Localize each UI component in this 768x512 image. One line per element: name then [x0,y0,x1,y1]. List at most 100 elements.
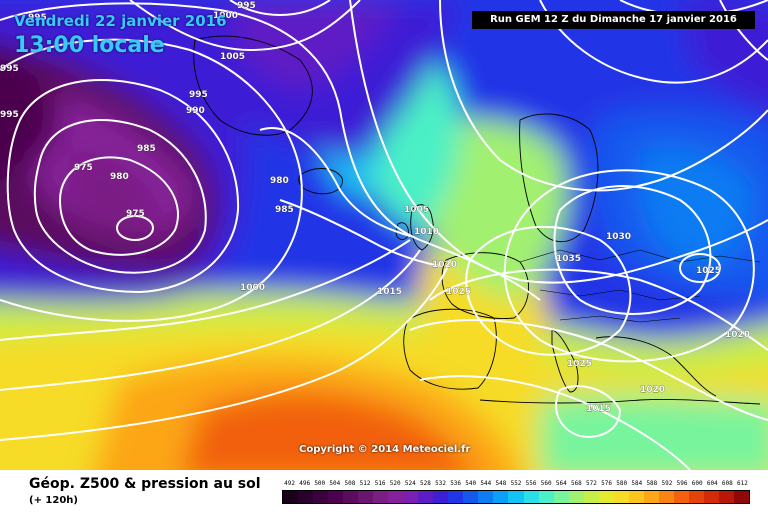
isobar-label: 975 [74,163,93,173]
isobar-labels: 995 1000 995 995 1005 995 990 985 975 98… [0,1,750,414]
color-scale-swatch [673,491,689,503]
color-scale-swatch [583,491,599,503]
color-scale-label: 544 [480,480,492,487]
copyright-notice: Copyright © 2014 Meteociel.fr [299,444,471,455]
isobar-label: 980 [270,176,289,186]
color-scale-swatch [568,491,584,503]
isobar-label: 975 [126,209,145,219]
isobar-label: 1015 [377,287,402,297]
color-scale-swatch [283,491,299,503]
coastlines [193,35,761,405]
color-scale-swatch [403,491,419,503]
color-scale-swatch [463,491,479,503]
color-scale-label: 568 [570,480,582,487]
color-scale-swatch [508,491,524,503]
color-scale-labels: 492 496 500 504 508 512 516 520 524 528 532 536 540 5… [282,480,750,490]
forecast-local-time: 13:00 locale [14,33,165,58]
color-scale-label: 552 [510,480,522,487]
color-scale-swatch [418,491,434,503]
map-title: Géop. Z500 & pression au sol [29,476,261,492]
color-scale-label: 504 [329,480,341,487]
color-scale-label: 520 [389,480,401,487]
isobar-label: 1020 [725,330,750,340]
color-scale-swatch [493,491,509,503]
color-scale-swatch [658,491,674,503]
color-scale-swatch [373,491,389,503]
color-scale-label: 560 [540,480,552,487]
isobar-label: 995 [0,64,19,74]
color-scale-label: 528 [419,480,431,487]
isobar-label: 1015 [586,404,611,414]
isobar-label: 1005 [220,52,245,62]
color-scale-label: 600 [691,480,703,487]
color-scale-label: 548 [495,480,507,487]
color-scale-label: 612 [737,480,748,487]
isobar-label: 1020 [640,385,665,395]
color-scale-swatch [358,491,374,503]
color-scale-swatch [433,491,449,503]
color-scale-swatch [298,491,314,503]
color-scale-label: 584 [631,480,643,487]
color-scale-swatch [643,491,659,503]
color-scale-swatch [703,491,719,503]
isobar-lines [0,0,768,470]
color-scale-label: 608 [721,480,733,487]
color-scale-label: 580 [616,480,628,487]
color-scale-bar [282,490,750,504]
isobar-label: 990 [186,106,205,116]
color-scale-label: 508 [344,480,356,487]
color-scale-swatch [688,491,704,503]
color-scale-label: 540 [465,480,477,487]
color-scale-label: 516 [374,480,386,487]
isobar-label: 995 [189,90,208,100]
weather-map: 995 1000 995 995 1005 995 990 985 975 98… [0,0,768,470]
color-scale-swatch [628,491,644,503]
color-scale-swatch [553,491,569,503]
color-scale-swatch [448,491,464,503]
isobar-label: 1000 [240,283,265,293]
color-scale-swatch [478,491,494,503]
color-scale-label: 576 [601,480,612,487]
color-scale-label: 588 [646,480,658,487]
color-scale-label: 564 [555,480,567,487]
color-scale-label: 604 [706,480,718,487]
isobar-label: 980 [110,172,129,182]
isobar-label: 1005 [404,205,429,215]
color-scale-label: 532 [435,480,446,487]
isobar-label: 995 [28,13,47,23]
color-scale-label: 556 [525,480,537,487]
isobar-label: 1000 [213,11,238,21]
isobar-label: 1025 [696,266,721,276]
color-scale-label: 500 [314,480,326,487]
color-scale-swatch [313,491,329,503]
isobar-label: 985 [137,144,156,154]
color-scale-swatch [718,491,734,503]
forecast-date: Vendredi 22 janvier 2016 [14,12,227,30]
color-scale-swatch [343,491,359,503]
forecast-offset: (+ 120h) [29,495,78,506]
color-scale-label: 492 [284,480,295,487]
isobar-label: 995 [237,1,256,11]
color-scale-label: 496 [299,480,311,487]
color-scale-swatch [538,491,554,503]
color-scale-swatch [598,491,614,503]
isobar-label: 1025 [446,287,471,297]
isobar-label: 1030 [606,232,631,242]
color-scale-label: 524 [404,480,416,487]
color-scale-swatch [613,491,629,503]
color-scale-label: 512 [359,480,371,487]
color-scale-label: 596 [676,480,688,487]
color-scale-swatch [388,491,404,503]
isobar-label: 1035 [556,254,581,264]
color-scale-label: 572 [586,480,597,487]
color-scale-label: 592 [661,480,673,487]
isobar-label: 995 [0,110,19,120]
color-scale-swatch [328,491,344,503]
model-run-info: Run GEM 12 Z du Dimanche 17 janvier 2016 [472,11,755,29]
isobar-label: 985 [275,205,294,215]
isobar-label: 1025 [567,359,592,369]
isobar-label: 1010 [414,227,439,237]
color-scale-swatch [733,491,749,503]
color-scale-swatch [523,491,539,503]
isobar-label: 1020 [432,260,457,270]
